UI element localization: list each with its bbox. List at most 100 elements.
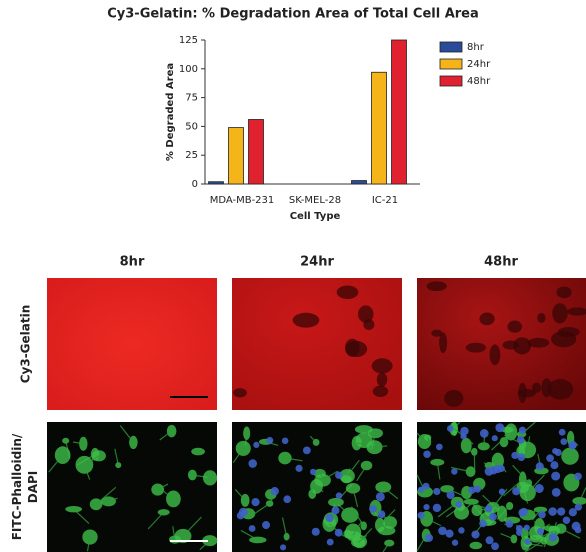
legend-swatch bbox=[439, 41, 463, 53]
cell-process bbox=[436, 462, 441, 480]
cell bbox=[157, 509, 170, 516]
cell-process bbox=[503, 478, 524, 497]
y-tick-label: 50 bbox=[185, 121, 198, 132]
nucleus bbox=[471, 530, 480, 539]
nucleus bbox=[524, 539, 531, 546]
cell-process bbox=[521, 533, 526, 545]
nucleus bbox=[516, 436, 525, 444]
x-tick-label: IC-21 bbox=[372, 195, 398, 206]
degraded-area bbox=[531, 382, 542, 394]
nucleus bbox=[468, 486, 476, 494]
nucleus bbox=[283, 495, 292, 504]
cell-process bbox=[337, 504, 351, 516]
cell-process bbox=[462, 491, 467, 496]
cell-process bbox=[426, 518, 442, 527]
nucleus bbox=[495, 423, 505, 433]
cell-process bbox=[356, 465, 368, 482]
cell-process bbox=[182, 516, 202, 537]
cell-process bbox=[483, 462, 490, 466]
nucleus bbox=[548, 532, 558, 542]
cell-process bbox=[437, 501, 458, 518]
cell-process bbox=[446, 488, 465, 497]
degraded-area bbox=[556, 286, 572, 299]
degraded-area bbox=[489, 344, 501, 366]
nucleus bbox=[417, 511, 425, 519]
cell-process bbox=[48, 454, 64, 473]
nucleus bbox=[512, 487, 521, 496]
cell-process bbox=[322, 470, 338, 481]
nucleus bbox=[446, 490, 455, 500]
cell-process bbox=[172, 526, 176, 540]
degraded-area bbox=[527, 337, 550, 348]
chart-title: Cy3-Gelatin: % Degradation Area of Total… bbox=[107, 7, 479, 22]
micrographs bbox=[47, 278, 586, 552]
cell-process bbox=[531, 536, 537, 540]
nucleus bbox=[479, 519, 487, 528]
degraded-area bbox=[552, 303, 568, 324]
nucleus bbox=[552, 447, 559, 455]
cell-process bbox=[569, 455, 579, 460]
cell-process bbox=[234, 488, 246, 501]
nucleus bbox=[546, 454, 554, 463]
nucleus bbox=[497, 465, 505, 472]
bar bbox=[371, 71, 387, 185]
bar bbox=[208, 181, 224, 185]
degraded-area bbox=[567, 307, 586, 316]
cell-process bbox=[478, 483, 484, 490]
cell-process bbox=[147, 511, 165, 530]
nucleus bbox=[423, 450, 431, 459]
nucleus bbox=[479, 429, 489, 438]
nucleus bbox=[438, 526, 447, 536]
row-header-box: FITC-Phalloidin/ DAPI bbox=[10, 434, 40, 541]
cell-process bbox=[159, 430, 172, 441]
nucleus bbox=[423, 503, 430, 511]
cell-process bbox=[512, 464, 530, 484]
cell-process bbox=[542, 530, 555, 537]
cell-process bbox=[114, 448, 119, 466]
cell-process bbox=[382, 486, 399, 500]
nucleus bbox=[568, 441, 577, 450]
nucleus bbox=[516, 529, 523, 536]
column-header: 24hr bbox=[300, 255, 334, 270]
y-tick-label: 125 bbox=[179, 35, 198, 46]
nucleus bbox=[534, 484, 544, 493]
cell-process bbox=[534, 520, 540, 527]
nucleus bbox=[511, 451, 519, 460]
nucleus bbox=[557, 507, 566, 516]
nucleus bbox=[433, 487, 441, 496]
legend-swatch bbox=[439, 58, 463, 70]
degraded-area bbox=[518, 382, 527, 404]
cell bbox=[328, 497, 344, 507]
degraded-area bbox=[336, 285, 359, 299]
nucleus bbox=[309, 468, 317, 475]
nucleus bbox=[548, 507, 557, 516]
degraded-area bbox=[358, 305, 374, 323]
cell-process bbox=[524, 540, 544, 552]
cell-process bbox=[316, 485, 324, 493]
degraded-area bbox=[444, 389, 464, 407]
cell-process bbox=[450, 466, 471, 473]
nucleus bbox=[451, 468, 458, 475]
x-tick-label: MDA-MB-231 bbox=[210, 195, 275, 206]
cell-process bbox=[346, 459, 360, 477]
nucleus bbox=[295, 464, 303, 472]
nucleus bbox=[488, 512, 497, 521]
nucleus bbox=[560, 438, 568, 445]
cell-process bbox=[357, 535, 368, 543]
cell-process bbox=[352, 520, 363, 536]
cell-process bbox=[319, 472, 329, 485]
bar bbox=[228, 127, 244, 185]
degraded-area bbox=[513, 337, 532, 355]
cell-process bbox=[500, 533, 515, 540]
cell-process bbox=[351, 506, 365, 527]
cell bbox=[572, 497, 586, 505]
cell-process bbox=[240, 529, 259, 541]
nucleus bbox=[458, 527, 465, 534]
nucleus bbox=[262, 521, 271, 530]
nucleus bbox=[446, 425, 454, 432]
image-cy3-24hr bbox=[232, 278, 402, 410]
cell-process bbox=[352, 488, 359, 508]
cell-process bbox=[527, 508, 539, 516]
nucleus bbox=[523, 524, 530, 531]
